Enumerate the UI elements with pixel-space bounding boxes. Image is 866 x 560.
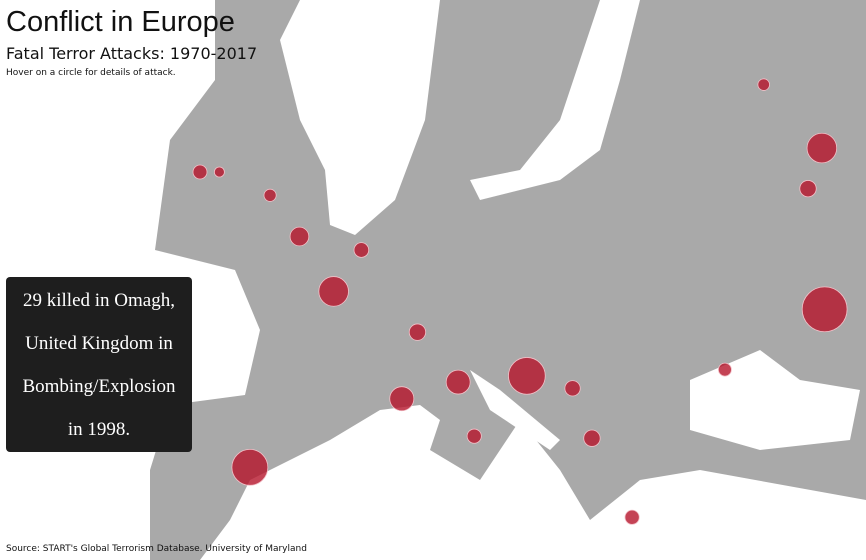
subtitle: Fatal Terror Attacks: 1970-2017 <box>6 44 258 63</box>
source: Source: START's Global Terrorism Databas… <box>6 544 307 554</box>
attack-circle[interactable] <box>583 429 601 447</box>
tooltip: 29 killed in Omagh, United Kingdom in Bo… <box>6 277 192 452</box>
sea <box>280 0 440 235</box>
tooltip-text: 29 killed in Omagh, United Kingdom in Bo… <box>22 289 176 440</box>
title: Conflict in Europe <box>6 6 235 38</box>
attack-circle[interactable] <box>289 226 310 247</box>
attack-circle[interactable] <box>408 323 427 341</box>
attack-circle[interactable] <box>466 428 482 444</box>
attack-circle[interactable] <box>389 386 415 412</box>
attack-circle[interactable] <box>318 276 349 307</box>
attack-circle[interactable] <box>757 78 770 91</box>
attack-circle[interactable] <box>213 166 225 178</box>
sea <box>690 350 860 450</box>
attack-circle[interactable] <box>353 242 370 258</box>
attack-circle[interactable] <box>806 132 838 164</box>
attack-circle[interactable] <box>508 357 546 395</box>
attack-circle[interactable] <box>624 509 640 525</box>
attack-circle[interactable] <box>564 380 581 397</box>
sea <box>470 0 640 200</box>
attack-circle[interactable] <box>445 369 471 395</box>
sea <box>470 370 560 450</box>
attack-circle[interactable] <box>718 362 732 377</box>
attack-circle[interactable] <box>192 164 208 180</box>
attack-circle[interactable] <box>801 286 848 333</box>
attack-circle[interactable] <box>799 180 817 198</box>
attack-circle[interactable] <box>263 188 277 202</box>
hint: Hover on a circle for details of attack. <box>6 68 176 78</box>
sea <box>200 405 866 560</box>
attack-circle[interactable] <box>231 448 269 486</box>
